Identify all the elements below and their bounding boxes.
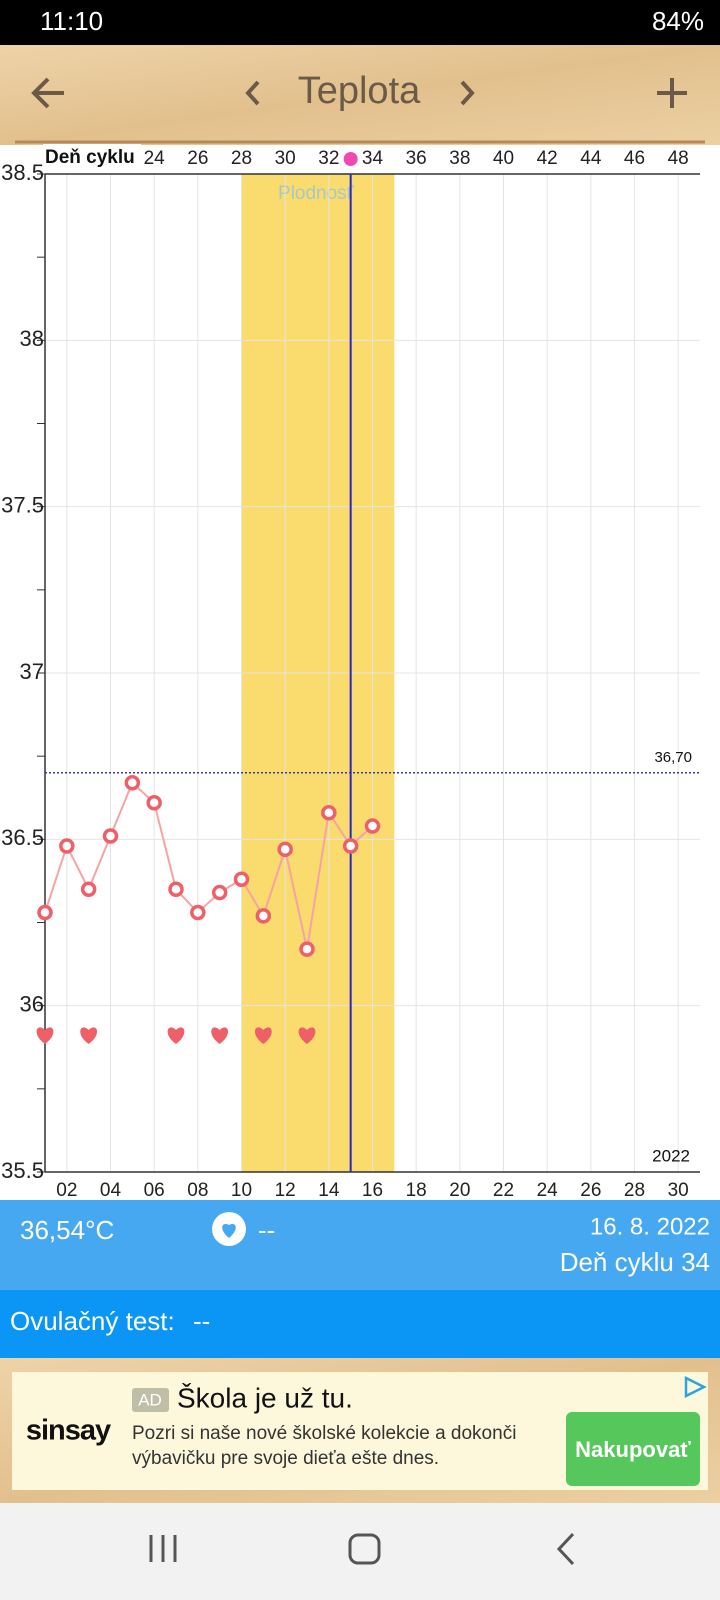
cycle-day: Deň cyklu 34: [560, 1247, 710, 1277]
temperature-point: [146, 794, 162, 811]
temperature: 36,54°C: [20, 1215, 114, 1245]
toolbar: [0, 45, 720, 145]
heart: [36, 1027, 54, 1044]
ovulation-value: --: [193, 1306, 210, 1336]
status-bar: [0, 0, 720, 45]
reference-label: 36,70: [654, 749, 692, 766]
x2-tick-label: 48: [668, 148, 689, 169]
today-marker: [343, 152, 358, 166]
x2-tick-label: 38: [449, 148, 470, 169]
x-tick-label: 14: [318, 1180, 340, 1201]
prev-button[interactable]: [245, 80, 260, 106]
ad-title: Škola je už tu.: [177, 1382, 353, 1413]
ad-button-label: Nakupovať: [575, 1437, 691, 1462]
fertile-label: Plodnosť: [278, 183, 355, 204]
x-tick-label: 18: [406, 1180, 427, 1201]
x-tick-label: 28: [624, 1180, 645, 1201]
temperature-point: [102, 828, 119, 844]
temperature-point: [211, 884, 228, 901]
status-battery: 84%: [652, 6, 704, 36]
heart-glyph: [222, 1224, 236, 1238]
ad-badge-bg: [132, 1388, 169, 1412]
y-tick-label: 35.5: [1, 1158, 44, 1183]
x-tick-label: 30: [668, 1180, 689, 1201]
ad-badge: AD: [138, 1390, 162, 1409]
x2-tick-label: 30: [275, 148, 296, 169]
x-tick-label: 12: [275, 1180, 296, 1201]
ad-button[interactable]: [566, 1412, 700, 1486]
x2-tick-label: 40: [493, 148, 514, 169]
temperature-point: [342, 838, 359, 854]
temperature-point: [168, 881, 184, 897]
x2-label: Deň cyklu: [45, 147, 135, 168]
y-tick-label: 36.5: [1, 825, 44, 850]
temperature-point: [364, 818, 381, 834]
x-tick-label: 02: [56, 1180, 77, 1201]
temperature-point: [37, 904, 53, 921]
ad-choices-icon[interactable]: [684, 1375, 707, 1399]
x2-tick-label: 26: [187, 148, 208, 169]
back-nav-button[interactable]: [556, 1532, 575, 1566]
recents-button[interactable]: [149, 1535, 177, 1562]
x-tick-label: 08: [187, 1180, 208, 1201]
x2-tick-label: 46: [624, 148, 645, 169]
heart-value: --: [258, 1215, 275, 1245]
x-tick-label: 04: [100, 1180, 122, 1201]
y-tick-label: 37.5: [1, 492, 44, 517]
next-button[interactable]: [460, 80, 475, 106]
heart: [254, 1027, 272, 1044]
heart: [80, 1027, 98, 1044]
temperature-point: [299, 941, 315, 957]
temperature-point: [59, 838, 75, 854]
date: 16. 8. 2022: [590, 1213, 710, 1240]
temperature-point: [190, 904, 206, 921]
x-tick-label: 16: [362, 1180, 383, 1201]
back-button[interactable]: [31, 77, 64, 109]
x2-tick-label: 36: [406, 148, 427, 169]
x2-tick-label: 24: [144, 148, 166, 169]
heart: [211, 1027, 229, 1044]
ad-text-line: výbavičku pre svoje dieťa ešte dnes.: [132, 1448, 439, 1469]
y-tick-label: 38: [20, 326, 44, 351]
x-tick-label: 24: [537, 1180, 559, 1201]
x-tick-label: 20: [449, 1180, 470, 1201]
x2-tick-label: 42: [537, 148, 558, 169]
nav-bar: [0, 1503, 720, 1600]
x2-tick-label: 28: [231, 148, 252, 169]
year-label: 2022: [652, 1146, 690, 1165]
ad-brand: sinsay: [26, 1415, 111, 1447]
info-panel: [0, 1200, 720, 1290]
ovulation-bar[interactable]: [0, 1290, 720, 1358]
heart: [298, 1027, 316, 1044]
temperature-point: [255, 908, 272, 924]
y-tick-label: 38.5: [1, 160, 44, 185]
temperature-point: [277, 841, 293, 858]
x2-label-bg: [43, 144, 141, 172]
add-button[interactable]: [657, 78, 687, 108]
temperature-point: [80, 881, 97, 897]
temperature-point: [233, 871, 250, 888]
x2-tick-label: 32: [318, 148, 339, 169]
ovulation-label: Ovulačný test:: [10, 1306, 175, 1336]
y-tick-label: 37: [20, 659, 44, 684]
x-tick-label: 26: [580, 1180, 601, 1201]
home-button[interactable]: [348, 1533, 381, 1565]
x-tick-label: 22: [493, 1180, 514, 1201]
x2-tick-label: 34: [362, 148, 384, 169]
x2-tick-label: 44: [580, 148, 602, 169]
temperature-point: [124, 775, 141, 791]
status-time: 11:10: [40, 6, 103, 36]
x-tick-label: 10: [231, 1180, 252, 1201]
temperature-line: [44, 781, 374, 950]
ad-text-line: Pozri si naše nové školské kolekcie a do…: [132, 1423, 516, 1444]
toolbar-title: Teplota: [298, 70, 421, 112]
y-tick-label: 36: [20, 991, 44, 1016]
heart: [167, 1027, 185, 1044]
temperature-point: [321, 804, 337, 821]
chart: Plodnosť 35.5 36 36.5 37 37.5 38 38.5 02 04 06 08 10…: [1, 144, 700, 1201]
x-tick-label: 06: [144, 1180, 165, 1201]
